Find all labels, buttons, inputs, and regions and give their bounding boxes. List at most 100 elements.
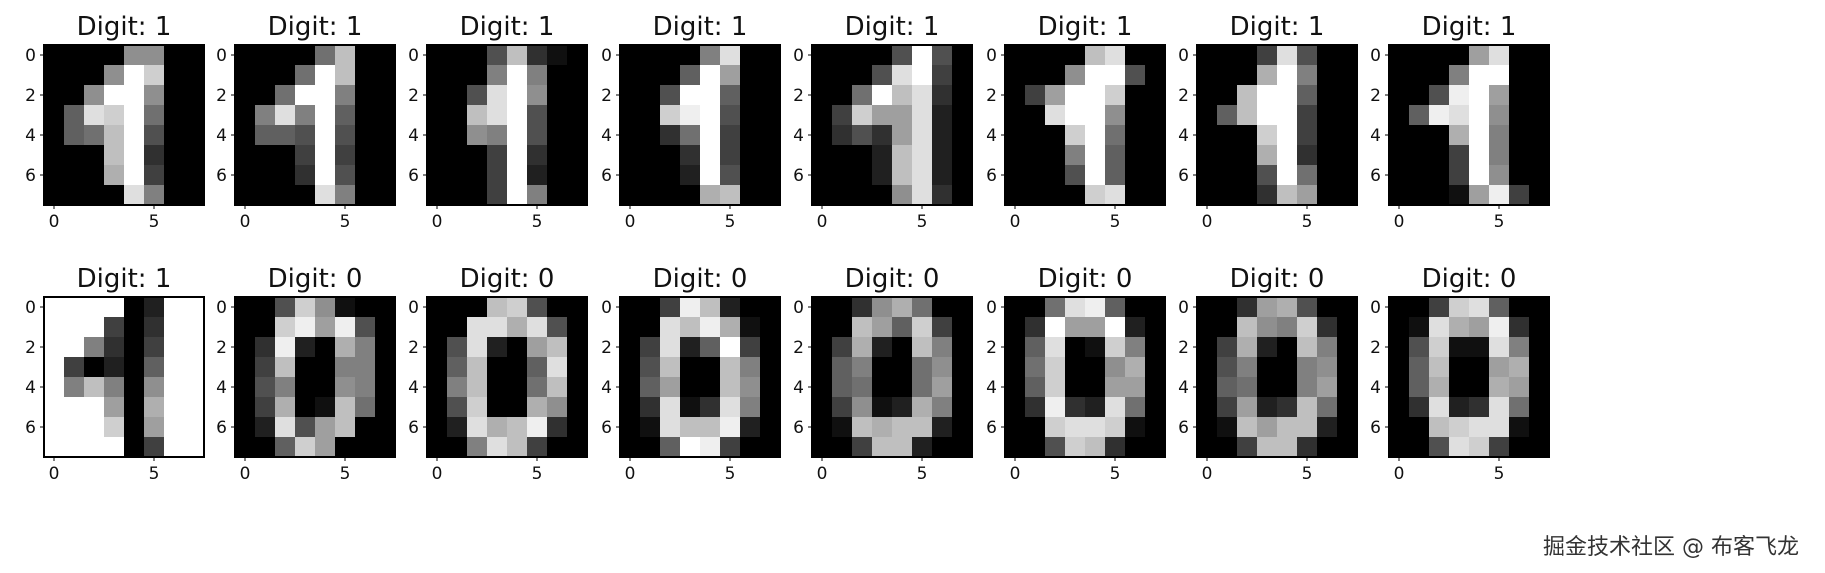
pixel-cell — [852, 397, 873, 418]
pixel-cell — [84, 317, 105, 338]
pixel-cell — [235, 165, 256, 186]
pixel-cell — [255, 165, 276, 186]
pixel-cell — [852, 417, 873, 438]
panel-frame — [1004, 44, 1166, 206]
pixel-cell — [1065, 165, 1086, 186]
pixel-cell — [104, 417, 125, 438]
pixel-cell — [1237, 337, 1258, 358]
pixel-cell — [467, 417, 488, 438]
y-tick-label: 2 — [601, 86, 612, 106]
pixel-cell — [1217, 377, 1238, 398]
pixel-cell — [1025, 297, 1046, 318]
pixel-cell — [1005, 437, 1026, 458]
x-tick-label: 5 — [1494, 212, 1505, 232]
pixel-cell — [235, 45, 256, 66]
pixel-cell — [1409, 357, 1430, 378]
pixel-cell — [547, 125, 568, 146]
pixel-cell — [700, 125, 721, 146]
pixel-cell — [1237, 145, 1258, 166]
pixel-cell — [1085, 65, 1106, 86]
pixel-cell — [1529, 417, 1550, 438]
pixel-cell — [1529, 357, 1550, 378]
pixel-cell — [164, 125, 185, 146]
pixel-cell — [1237, 85, 1258, 106]
pixel-cell — [1297, 125, 1318, 146]
panel-title: Digit: 0 — [845, 264, 940, 294]
digit-panel: Digit: 1 0 2 4 6 0 5 — [25, 264, 205, 484]
pixel-cell — [64, 85, 85, 106]
pixel-cell — [832, 357, 853, 378]
pixel-cell — [1337, 165, 1358, 186]
pixel-cell — [700, 185, 721, 206]
pixel-cell — [184, 337, 205, 358]
pixel-cell — [872, 125, 893, 146]
pixel-cell — [700, 145, 721, 166]
pixel-cell — [640, 297, 661, 318]
pixel-cell — [487, 185, 508, 206]
pixel-cell — [1277, 417, 1298, 438]
pixel-cell — [487, 125, 508, 146]
y-tick-label: 6 — [986, 166, 997, 186]
pixel-cell — [1005, 125, 1026, 146]
pixel-cell — [952, 185, 973, 206]
pixel-cell — [144, 85, 165, 106]
pixel-cell — [760, 85, 781, 106]
y-tick-label: 0 — [793, 298, 804, 318]
pixel-cell — [912, 185, 933, 206]
pixel-cell — [487, 317, 508, 338]
pixel-cell — [1317, 45, 1338, 66]
pixel-cell — [1469, 377, 1490, 398]
pixel-cell — [1317, 377, 1338, 398]
pixel-cell — [104, 65, 125, 86]
pixel-cell — [700, 437, 721, 458]
pixel-cell — [1297, 165, 1318, 186]
pixel-cell — [1297, 45, 1318, 66]
pixel-cell — [852, 357, 873, 378]
pixel-cell — [527, 337, 548, 358]
pixel-cell — [235, 417, 256, 438]
pixel-cell — [932, 397, 953, 418]
pixel-cell — [1237, 185, 1258, 206]
pixel-cell — [1145, 437, 1166, 458]
pixel-cell — [164, 105, 185, 126]
digit-panel: Digit: 0 0 2 4 6 0 5 — [986, 264, 1166, 484]
pixel-cell — [1045, 45, 1066, 66]
pixel-cell — [547, 397, 568, 418]
pixel-cell — [104, 125, 125, 146]
pixel-cell — [1429, 165, 1450, 186]
pixel-cell — [507, 437, 528, 458]
pixel-cell — [1085, 145, 1106, 166]
pixel-cell — [1389, 85, 1410, 106]
pixel-cell — [1025, 125, 1046, 146]
pixel-cell — [1409, 437, 1430, 458]
pixel-cell — [1145, 377, 1166, 398]
pixel-cell — [932, 337, 953, 358]
pixel-cell — [832, 65, 853, 86]
pixel-cell — [1125, 145, 1146, 166]
pixel-cell — [315, 357, 336, 378]
pixel-cell — [104, 185, 125, 206]
panel-frame — [1388, 296, 1550, 458]
pixel-cell — [620, 417, 641, 438]
pixel-cell — [1297, 85, 1318, 106]
panel-title: Digit: 1 — [268, 12, 363, 42]
pixel-cell — [660, 185, 681, 206]
pixel-cell — [1105, 357, 1126, 378]
pixel-cell — [1125, 317, 1146, 338]
y-tick-label: 4 — [216, 126, 227, 146]
pixel-cell — [1085, 417, 1106, 438]
pixel-cell — [1449, 145, 1470, 166]
pixel-cell — [447, 145, 468, 166]
pixel-cell — [660, 165, 681, 186]
pixel-cell — [355, 125, 376, 146]
pixel-cell — [507, 337, 528, 358]
pixel-cell — [64, 165, 85, 186]
pixel-cell — [1429, 317, 1450, 338]
pixel-cell — [1337, 377, 1358, 398]
pixel-cell — [255, 317, 276, 338]
pixel-cell — [547, 165, 568, 186]
pixel-cell — [567, 165, 588, 186]
pixel-cell — [1337, 85, 1358, 106]
pixel-cell — [680, 105, 701, 126]
